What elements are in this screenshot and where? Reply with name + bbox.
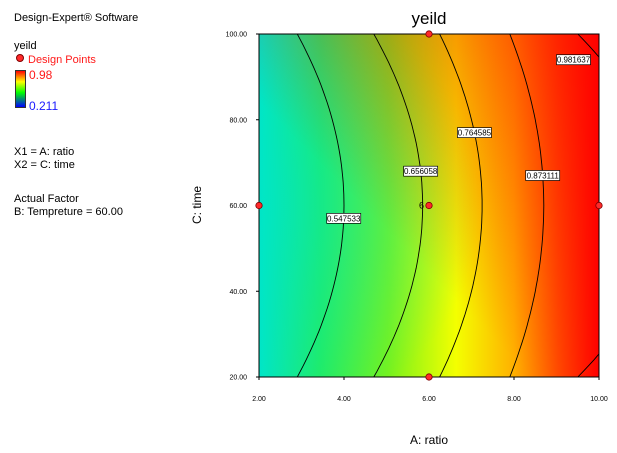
x-axis-label: A: ratio [410, 433, 448, 447]
design-point [255, 201, 263, 210]
y-tick-label: 40.00 [229, 289, 247, 296]
response-name: yeild [14, 40, 37, 53]
y-tick-label: 100.00 [226, 32, 248, 39]
color-scale-low: 0.211 [29, 99, 59, 113]
contour-label-box [525, 170, 561, 181]
contour-label: 0.873111 [527, 171, 560, 180]
contour-label: 0.764585 [458, 129, 492, 138]
actual-factor-heading: Actual Factor [14, 193, 79, 205]
contour-label-box [403, 165, 439, 177]
actual-factor-value: B: Tempreture = 60.00 [14, 206, 123, 218]
x-tick-label: 2.00 [252, 396, 266, 403]
legend-design-points-label: Design Points [28, 54, 96, 66]
software-name: Design-Expert® Software [14, 12, 139, 24]
x-tick-label: 10.00 [590, 396, 608, 403]
software-title: Design-Expert® Software [14, 12, 138, 25]
color-scale-high: 0.98 [29, 68, 53, 82]
legend-design-points: Design Points [14, 54, 96, 67]
design-point [425, 373, 433, 381]
factor-definitions: X1 = A: ratio X2 = C: time [14, 146, 75, 172]
x2-definition: X2 = C: time [14, 159, 75, 171]
response-name-label: yeild [14, 40, 37, 52]
contour-label: 0.547533 [327, 214, 361, 223]
contour-label: 0.656058 [404, 167, 438, 176]
color-scale-bar [15, 70, 26, 108]
contour-line [296, 34, 345, 377]
design-point [425, 30, 433, 38]
contour-line [509, 34, 545, 377]
x-tick-label: 8.00 [507, 396, 521, 403]
x1-definition: X1 = A: ratio [14, 146, 75, 158]
design-point [595, 201, 603, 210]
contour-label-box [457, 127, 492, 138]
contour-label-box [326, 213, 362, 224]
design-point [425, 201, 433, 210]
actual-factor: Actual Factor B: Tempreture = 60.00 [14, 193, 123, 219]
x-tick-label: 6.00 [422, 396, 436, 403]
contour-label: 0.981637 [557, 56, 591, 65]
design-point-icon [16, 54, 24, 62]
contour-label-box [556, 54, 591, 66]
y-axis-label: C: time [190, 186, 204, 224]
contour-line [439, 34, 483, 377]
chart-title: yeild [412, 9, 447, 28]
design-point-label: 6 [419, 201, 424, 211]
contour-line [373, 34, 424, 377]
y-tick-label: 60.00 [229, 203, 247, 210]
y-tick-label: 20.00 [229, 375, 247, 382]
x-tick-label: 4.00 [337, 396, 351, 403]
y-tick-label: 80.00 [229, 117, 247, 124]
